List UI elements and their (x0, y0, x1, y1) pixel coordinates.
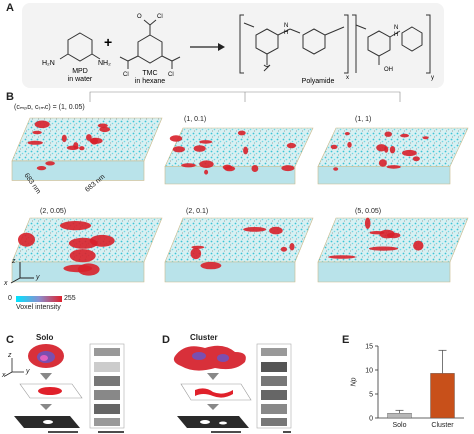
reaction-scheme: H₂N NH₂ MPD in water + O Cl Cl Cl TMC in… (42, 14, 434, 85)
tile-label-6: (5, 0.05) (355, 208, 382, 215)
y-tick-label: 15 (365, 344, 373, 351)
tmc-cl-left: Cl (123, 72, 129, 78)
colorbar-max: 255 (64, 295, 76, 302)
axis-triad-b (10, 262, 34, 284)
mpd-structure (59, 32, 101, 62)
tile-label-2: (1, 0.1) (184, 116, 207, 123)
volume-tile-5 (164, 217, 314, 283)
colorbar (16, 296, 62, 302)
polyamide-sub-y: y (431, 75, 434, 81)
panel-letter-c: C (6, 334, 14, 346)
polyamide-n1: N (284, 23, 288, 29)
volume-tile-6 (317, 217, 469, 283)
axis-z-c: z (8, 352, 12, 359)
volume-tile-3 (317, 127, 469, 185)
polyamide-h2: H (394, 32, 398, 38)
bar-chart: 0 5 10 15 Solo Cluster (365, 344, 464, 429)
panel-letter-d: D (162, 334, 170, 346)
mpd-nh2-right: NH₂ (98, 60, 111, 67)
tmc-structure (119, 19, 181, 69)
tmc-o-top: O (137, 14, 142, 20)
polyamide-structure (239, 14, 431, 74)
panel-letter-e: E (342, 334, 350, 346)
panel-letter-b: B (6, 91, 14, 103)
axis-x-c: x (2, 372, 6, 379)
axis-y-b: y (36, 274, 40, 281)
y-tick-label: 0 (369, 416, 373, 423)
solo-title: Solo (36, 333, 54, 342)
panel-letter-a: A (6, 2, 14, 14)
x-tick-label-solo: Solo (392, 422, 406, 429)
colorbar-title: Voxel intensity (16, 304, 61, 311)
reaction-arrow (190, 43, 225, 51)
volume-tile-4 (11, 217, 163, 283)
tmc-cl-top: Cl (157, 14, 163, 20)
tile-label-4: (2, 0.05) (40, 208, 67, 215)
mpd-sublabel: in water (68, 76, 93, 83)
solo-illustration (4, 343, 125, 433)
volume-tile-1 (11, 117, 163, 181)
mpd-nh2-left: H₂N (42, 60, 55, 67)
axis-y-c: y (26, 368, 30, 375)
axis-x-b: x (4, 280, 8, 287)
bar-solo (387, 412, 412, 419)
polyamide-oh: OH (384, 67, 393, 73)
y-tick-label: 5 (369, 392, 373, 399)
tmc-sublabel: in hexane (135, 78, 165, 85)
volume-tile-2 (164, 127, 314, 185)
tmc-label: TMC (142, 70, 157, 77)
y-tick-label: 10 (365, 368, 373, 375)
tile-label-1: (cₘₚᴅ, cₜₘᴄ) = (1, 0.05) (14, 104, 85, 111)
plus-sign: + (104, 34, 112, 50)
axis-z-b: z (12, 258, 16, 265)
polyamide-sub-x: x (346, 75, 349, 81)
tile-label-5: (2, 0.1) (186, 208, 209, 215)
bracket-lines (89, 91, 401, 102)
bar-cluster (430, 373, 455, 419)
tmc-cl-right: Cl (168, 72, 174, 78)
x-tick-label-cluster: Cluster (431, 422, 454, 429)
cluster-title: Cluster (190, 333, 218, 342)
tile-label-3: (1, 1) (355, 116, 372, 123)
mpd-label: MPD (72, 68, 88, 75)
polyamide-label: Polyamide (302, 78, 335, 85)
colorbar-min: 0 (8, 295, 12, 302)
cluster-illustration (173, 343, 292, 433)
chart-ylabel: Np (350, 377, 358, 387)
polyamide-h1: H (284, 30, 288, 36)
polyamide-n2: N (394, 25, 398, 31)
